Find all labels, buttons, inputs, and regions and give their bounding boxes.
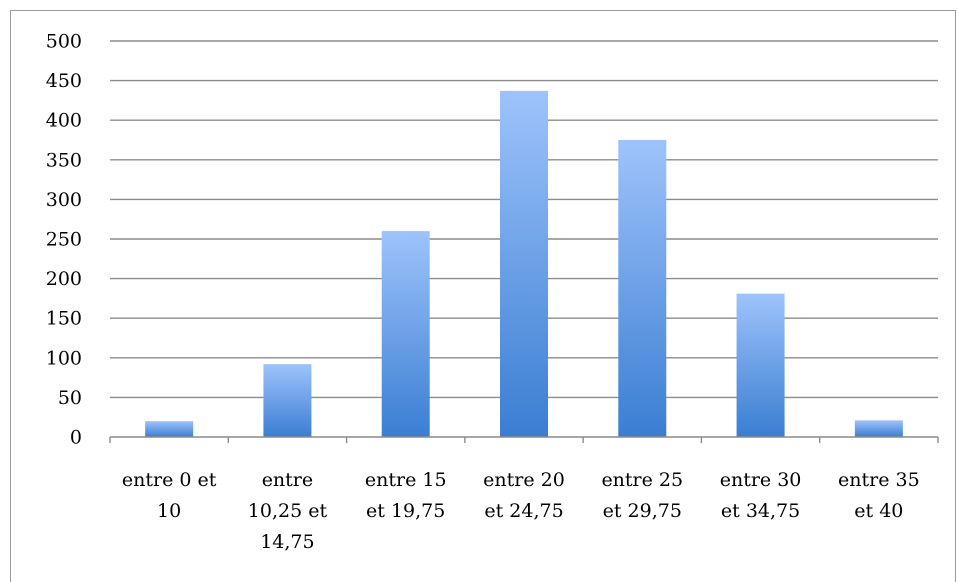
x-category-label: entre 25 et 29,75	[601, 469, 683, 522]
x-category-label: entre 15 et 19,75	[365, 469, 447, 522]
chart-frame	[10, 10, 956, 582]
y-tick-label: 300	[46, 189, 82, 211]
bar	[145, 421, 194, 437]
x-axis	[109, 436, 939, 443]
bar	[618, 140, 667, 437]
bar	[381, 231, 430, 437]
bar	[500, 90, 548, 438]
y-tick-label: 0	[70, 427, 82, 449]
y-tick-label: 400	[46, 110, 82, 132]
bar	[854, 420, 903, 437]
y-tick-label: 200	[46, 268, 82, 290]
y-tick-label: 350	[46, 149, 82, 171]
y-tick-label: 100	[46, 347, 82, 369]
x-category-label: entre 10,25 et 14,75	[248, 469, 328, 553]
y-tick-label: 150	[46, 308, 82, 330]
y-tick-label: 250	[46, 229, 82, 251]
x-category-label: entre 30 et 34,75	[720, 469, 802, 522]
x-category-label: entre 0 et 10	[122, 469, 217, 522]
y-tick-label: 500	[46, 31, 82, 53]
bars	[145, 90, 903, 438]
bar	[263, 364, 312, 437]
y-tick-label: 450	[46, 70, 82, 92]
bar	[736, 293, 785, 437]
x-category-label: entre 20 et 24,75	[483, 469, 565, 522]
x-category-label: entre 35 et 40	[838, 469, 920, 522]
x-axis-category-labels: entre 0 et 10 entre 10,25 et 14,75 entre 15 et…	[122, 469, 920, 553]
y-tick-label: 50	[58, 387, 82, 409]
y-axis-tick-labels: 0 50 100 150 200 250 300 350 400 450 500	[46, 31, 82, 449]
